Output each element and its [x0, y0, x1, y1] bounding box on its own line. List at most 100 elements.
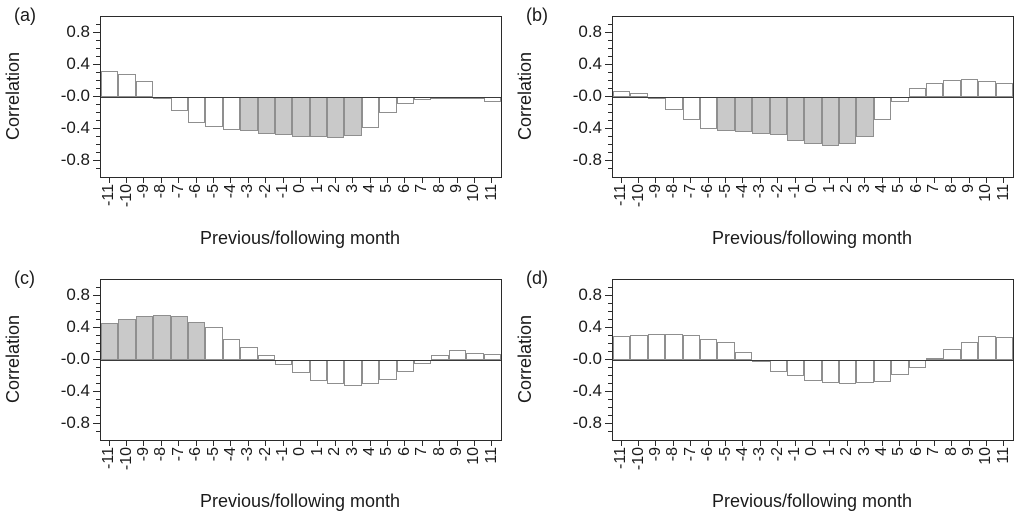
x-tick	[672, 440, 674, 446]
x-tick-label: 4	[361, 447, 379, 456]
x-tick-label: -11	[100, 447, 118, 469]
x-tick	[491, 440, 493, 446]
bar-month-10	[978, 81, 996, 97]
x-tick	[352, 440, 354, 446]
y-major-tick	[605, 64, 612, 65]
y-tick-label: 0.8	[578, 22, 602, 41]
y-tick-label: -0.8	[60, 150, 90, 169]
bar-month--6	[187, 321, 206, 360]
bar-month--5	[205, 97, 223, 128]
x-tick-label: 11	[994, 184, 1012, 201]
y-tick-label: -0.4	[60, 381, 90, 400]
x-tick	[864, 177, 866, 183]
x-tick-label: 10	[465, 184, 483, 202]
y-minor-tick	[96, 80, 100, 81]
x-tick-label: 8	[430, 447, 448, 456]
x-tick-label: -5	[716, 447, 734, 462]
x-tick-label: -7	[169, 184, 187, 199]
x-tick	[282, 440, 284, 446]
bar-month-1	[821, 360, 840, 384]
bar-month-6	[396, 360, 415, 372]
bar-month--5	[717, 342, 735, 360]
bar-month--4	[734, 97, 753, 133]
panel-b: (b) Correlation Previous/following month…	[512, 0, 1024, 262]
bar-month-0	[292, 97, 310, 137]
x-tick	[195, 177, 197, 183]
bar-month--5	[205, 327, 223, 360]
x-tick-label: -9	[134, 447, 152, 462]
x-tick	[881, 440, 883, 446]
y-minor-tick	[96, 56, 100, 57]
x-tick-label: -8	[152, 447, 170, 462]
x-tick-label: -1	[274, 184, 292, 199]
y-major-tick	[93, 423, 100, 424]
y-minor-tick	[96, 319, 100, 320]
bar-month--6	[699, 97, 718, 129]
bar-month--9	[135, 316, 154, 360]
x-tick-label: 0	[803, 184, 821, 193]
x-tick-label: 6	[907, 447, 925, 456]
x-tick	[404, 177, 406, 183]
y-minor-tick	[608, 168, 612, 169]
x-tick	[143, 440, 145, 446]
x-tick-label: 9	[448, 184, 465, 193]
y-major-tick	[93, 32, 100, 33]
x-tick	[742, 440, 744, 446]
y-minor-tick	[608, 431, 612, 432]
bar-month--1	[786, 97, 805, 141]
panel-c: (c) Correlation Previous/following month…	[0, 263, 512, 525]
y-tick-label: 0.4	[66, 54, 90, 73]
bar-month-7	[926, 358, 944, 361]
y-tick-label: 0.8	[66, 22, 90, 41]
zero-axis-line	[613, 97, 1013, 98]
x-tick	[777, 440, 779, 446]
x-tick	[265, 177, 267, 183]
x-tick-label: 7	[925, 184, 943, 193]
x-tick-label: 0	[291, 447, 309, 456]
x-tick-label: -4	[733, 184, 751, 199]
x-tick	[160, 177, 162, 183]
y-minor-tick	[608, 375, 612, 376]
x-tick	[439, 440, 441, 446]
y-minor-tick	[608, 136, 612, 137]
x-tick-label: 8	[430, 184, 448, 193]
bar-month-6	[908, 360, 927, 368]
bar-month-0	[804, 360, 822, 381]
x-tick	[1003, 177, 1005, 183]
x-tick	[334, 177, 336, 183]
y-minor-tick	[96, 168, 100, 169]
x-tick	[369, 440, 371, 446]
bar-month--7	[682, 335, 700, 360]
y-tick-label: -0.0	[572, 86, 602, 105]
x-tick-label: -6	[187, 447, 205, 462]
x-tick	[213, 440, 215, 446]
x-tick	[985, 177, 987, 183]
y-minor-tick	[608, 40, 612, 41]
x-axis-title: Previous/following month	[711, 491, 913, 511]
bar-month-10	[978, 336, 996, 360]
y-tick-label: 0.4	[66, 317, 90, 336]
y-minor-tick	[96, 72, 100, 73]
x-tick-label: 3	[855, 184, 873, 193]
x-tick-label: 3	[855, 447, 873, 456]
y-minor-tick	[608, 407, 612, 408]
x-tick-label: -2	[768, 447, 786, 462]
y-major-tick	[93, 359, 100, 360]
bar-month--1	[786, 360, 805, 376]
x-tick-label: -4	[221, 447, 239, 462]
x-tick	[386, 440, 388, 446]
y-axis-title: Correlation	[3, 314, 23, 404]
y-major-tick	[605, 391, 612, 392]
bar-month-0	[804, 97, 822, 145]
x-tick-label: 10	[977, 447, 995, 465]
y-axis-title: Correlation	[515, 51, 535, 141]
y-minor-tick	[96, 375, 100, 376]
y-minor-tick	[96, 343, 100, 344]
x-tick	[352, 177, 354, 183]
x-tick-label: -9	[134, 184, 152, 199]
x-tick	[829, 177, 831, 183]
x-tick	[386, 177, 388, 183]
bar-month-6	[396, 97, 415, 105]
bar-month--7	[170, 316, 188, 360]
x-tick	[812, 440, 813, 446]
